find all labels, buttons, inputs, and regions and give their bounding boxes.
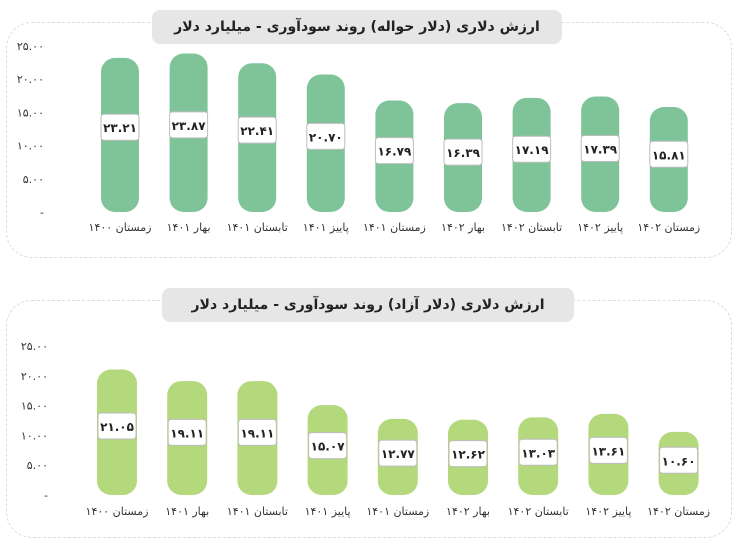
data-label: ۱۶.۷۹ [377,145,412,159]
data-label-box [169,111,209,139]
y-tick-label: ۲۰.۰۰ [21,370,48,383]
data-label: ۲۰.۷۰ [309,130,343,144]
data-label: ۱۲.۶۲ [451,448,486,462]
data-label-box [659,446,699,474]
data-label: ۱۹.۱۱ [170,426,204,440]
data-label: ۲۳.۲۱ [103,121,137,135]
x-tick-label: پاییز ۱۴۰۱ [303,221,349,234]
x-tick-label: زمستان ۱۴۰۱ [363,221,426,234]
data-label: ۱۶.۳۹ [446,146,481,160]
x-tick-label: بهار ۱۴۰۱ [165,505,209,518]
x-tick-label: زمستان ۱۴۰۱ [366,505,429,518]
data-label: ۲۳.۸۷ [172,119,207,133]
data-label-box [308,432,348,460]
data-label-box [580,134,620,162]
chart-title-free-dollar: ارزش دلاری (دلار آزاد) روند سودآوری - می… [162,288,574,322]
x-tick-label: زمستان ۱۴۰۰ [86,505,149,518]
data-label-box [378,439,418,467]
data-label: ۱۵.۸۱ [652,148,686,162]
data-label-box [306,122,346,150]
x-tick-label: تابستان ۱۴۰۱ [227,221,288,234]
chart-title-transfer-dollar: ارزش دلاری (دلار حواله) روند سودآوری - م… [152,10,562,44]
y-tick-label: ۵.۰۰ [27,459,48,472]
x-tick-label: پاییز ۱۴۰۲ [585,505,631,518]
x-tick-label: زمستان ۱۴۰۰ [89,221,152,234]
y-tick-label: ۱۰.۰۰ [17,140,44,153]
data-label-box [512,135,552,163]
x-tick-label: تابستان ۱۴۰۲ [508,505,569,518]
data-label: ۱۰.۶۰ [662,454,696,468]
data-label: ۱۹.۱۱ [240,426,274,440]
data-label-box [97,412,137,440]
data-label: ۱۷.۱۹ [515,143,550,157]
data-label: ۱۲.۷۷ [381,447,416,461]
y-tick-label: ۱۵.۰۰ [17,106,44,119]
data-label-box [167,418,207,446]
x-tick-label: تابستان ۱۴۰۱ [227,505,288,518]
data-label-box [649,140,689,168]
x-tick-label: بهار ۱۴۰۲ [446,505,490,518]
x-tick-label: زمستان ۱۴۰۲ [647,505,710,518]
data-label: ۱۳.۶۱ [591,444,625,458]
y-tick-label: ۲۵.۰۰ [21,340,48,353]
bar-chart-transfer-dollar: ۲۵.۰۰ ۲۰.۰۰ ۱۵.۰۰ ۱۰.۰۰ ۵.۰۰ - ۲۳.۲۱ زمستان ۱۴۰… [17,40,700,234]
data-label-box [443,138,483,166]
data-label-box [100,113,140,141]
data-label: ۲۱.۰۵ [100,420,134,434]
y-tick-label: - [44,489,48,502]
x-tick-label: زمستان ۱۴۰۲ [637,221,700,234]
data-label: ۱۷.۳۹ [583,142,618,156]
data-label: ۱۵.۰۷ [311,440,346,454]
x-tick-label: بهار ۱۴۰۱ [167,221,211,234]
x-tick-label: پاییز ۱۴۰۱ [305,505,351,518]
data-label-box [588,436,628,464]
y-tick-label: ۲۰.۰۰ [17,73,44,86]
x-tick-label: پاییز ۱۴۰۲ [577,221,623,234]
y-tick-label: ۱۰.۰۰ [21,429,48,442]
y-tick-label: ۱۵.۰۰ [21,400,48,413]
data-label-box [374,137,414,165]
x-tick-label: تابستان ۱۴۰۲ [501,221,562,234]
y-tick-label: - [40,206,44,219]
y-tick-label: ۵.۰۰ [23,173,44,186]
data-label-box [237,116,277,144]
data-label-box [237,418,277,446]
data-label: ۲۲.۴۱ [240,124,274,138]
data-label: ۱۳.۰۳ [521,446,556,460]
data-label-box [448,440,488,468]
y-tick-label: ۲۵.۰۰ [17,40,44,53]
x-tick-label: بهار ۱۴۰۲ [441,221,485,234]
data-label-box [518,438,558,466]
